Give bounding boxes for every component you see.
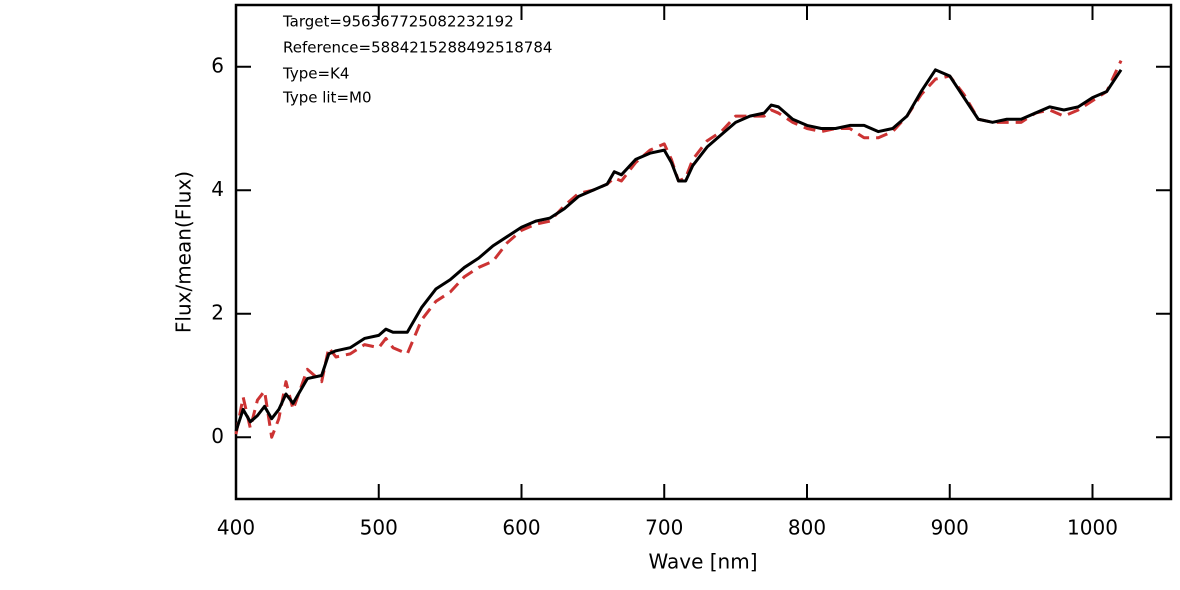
annotation: Type lit=M0 [282,89,372,107]
annotation: Target=956367725082232192 [282,13,514,31]
x-tick-label: 800 [788,516,826,540]
plot-frame [234,3,1173,501]
x-axis-label: Wave [nm] [648,550,757,574]
x-tick-label: 600 [502,516,540,540]
series-line [234,59,1123,439]
y-axis-label: Flux/mean(Flux) [172,171,196,333]
y-tick-label: 0 [211,424,224,448]
y-tick-label: 4 [211,177,224,201]
y-tick-label: 6 [211,53,224,77]
x-tick-label: 900 [931,516,969,540]
x-tick-label: 1000 [1067,516,1118,540]
annotation: Type=K4 [282,65,349,83]
y-tick-label: 2 [211,300,224,324]
series-line [234,68,1123,432]
annotation: Reference=5884215288492518784 [283,39,552,57]
x-tick-label: 400 [217,516,255,540]
x-tick-label: 500 [360,516,398,540]
x-tick-label: 700 [645,516,683,540]
